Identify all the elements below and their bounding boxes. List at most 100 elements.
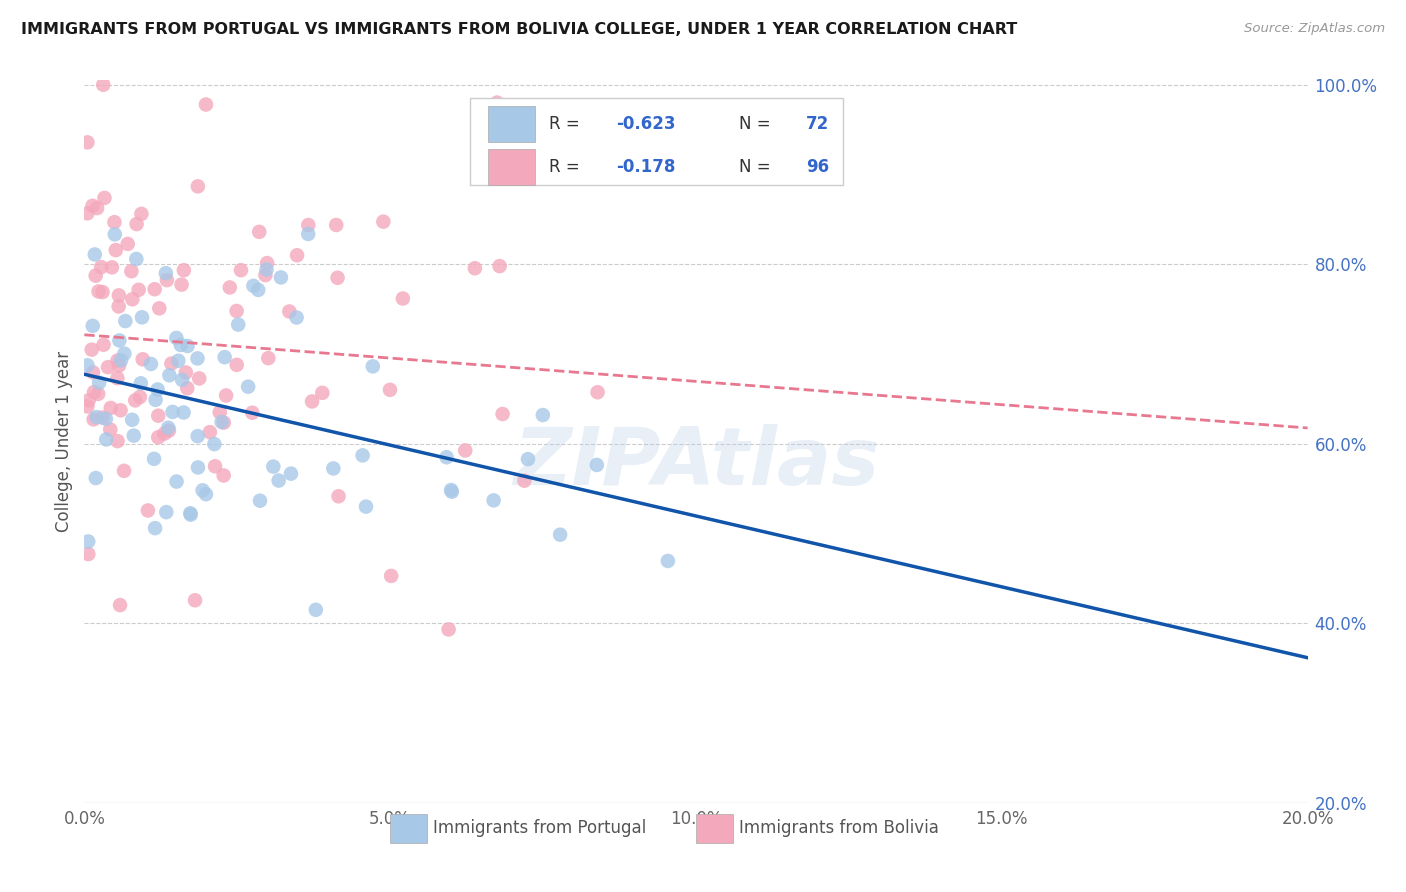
Point — [162, 405, 184, 419]
Point — [155, 266, 177, 280]
Point — [84, 268, 107, 283]
Point — [104, 227, 127, 242]
Point — [121, 413, 143, 427]
Point — [96, 433, 118, 447]
Point — [173, 405, 195, 419]
Point — [86, 201, 108, 215]
Point — [354, 500, 377, 514]
Point — [121, 292, 143, 306]
Point — [146, 383, 169, 397]
Point — [172, 373, 194, 387]
Bar — [488, 149, 534, 185]
Text: Immigrants from Portugal: Immigrants from Portugal — [433, 819, 647, 837]
Point — [165, 331, 187, 345]
Point — [76, 359, 98, 373]
Point — [148, 409, 170, 423]
Text: IMMIGRANTS FROM PORTUGAL VS IMMIGRANTS FROM BOLIVIA COLLEGE, UNDER 1 YEAR CORREL: IMMIGRANTS FROM PORTUGAL VS IMMIGRANTS F… — [21, 22, 1018, 37]
Point — [236, 379, 259, 393]
Point — [84, 471, 107, 485]
Point — [125, 217, 148, 231]
Point — [87, 285, 110, 299]
Point — [125, 252, 148, 266]
Bar — [696, 814, 733, 843]
Point — [194, 97, 217, 112]
Point — [267, 474, 290, 488]
Point — [114, 314, 136, 328]
Point — [352, 449, 374, 463]
Point — [128, 283, 150, 297]
Point — [380, 569, 402, 583]
Point — [180, 508, 202, 522]
FancyBboxPatch shape — [470, 98, 842, 185]
Point — [143, 521, 166, 535]
Text: R =: R = — [550, 115, 585, 133]
Point — [488, 259, 510, 273]
Point — [170, 338, 193, 352]
Point — [139, 357, 162, 371]
Point — [93, 191, 115, 205]
Point — [212, 416, 235, 430]
Point — [112, 464, 135, 478]
Point — [98, 423, 121, 437]
Point — [225, 304, 247, 318]
Point — [87, 387, 110, 401]
Point — [378, 383, 401, 397]
Point — [131, 352, 153, 367]
Point — [194, 487, 217, 501]
Point — [278, 304, 301, 318]
Point — [108, 359, 131, 373]
Point — [107, 300, 129, 314]
Point — [204, 459, 226, 474]
Point — [83, 412, 105, 426]
Point — [174, 366, 197, 380]
Point — [76, 400, 98, 414]
Point — [89, 376, 111, 390]
Point — [517, 452, 540, 467]
Point — [297, 227, 319, 241]
Point — [392, 292, 415, 306]
Point — [225, 358, 247, 372]
Point — [328, 489, 350, 503]
Point — [101, 260, 124, 275]
Point — [122, 428, 145, 442]
Point — [226, 318, 249, 332]
Point — [212, 468, 235, 483]
Point — [297, 218, 319, 232]
Point — [486, 95, 509, 110]
Point — [280, 467, 302, 481]
Text: -0.178: -0.178 — [616, 158, 676, 176]
Point — [491, 407, 513, 421]
Point — [76, 206, 98, 220]
Point — [91, 410, 114, 425]
Text: R =: R = — [550, 158, 585, 176]
Point — [211, 415, 233, 429]
Point — [129, 376, 152, 391]
Point — [77, 547, 100, 561]
Point — [214, 350, 236, 364]
Point — [128, 390, 150, 404]
Point — [188, 371, 211, 385]
Point — [373, 215, 395, 229]
Point — [124, 393, 146, 408]
Point — [285, 310, 308, 325]
Point — [166, 475, 188, 489]
Point — [143, 282, 166, 296]
Point — [198, 425, 221, 439]
Point — [107, 353, 129, 368]
Point — [80, 343, 103, 357]
Point — [136, 503, 159, 517]
Point — [440, 484, 463, 499]
Point — [120, 264, 142, 278]
Point — [257, 351, 280, 366]
Point — [586, 385, 609, 400]
Point — [157, 421, 180, 435]
Point — [176, 381, 198, 395]
Text: N =: N = — [738, 115, 776, 133]
Point — [91, 285, 114, 299]
Y-axis label: College, Under 1 year: College, Under 1 year — [55, 351, 73, 533]
Point — [145, 392, 167, 407]
Point — [325, 218, 347, 232]
Point — [311, 385, 333, 400]
Point — [191, 483, 214, 498]
Text: ZIPAtlas: ZIPAtlas — [513, 425, 879, 502]
